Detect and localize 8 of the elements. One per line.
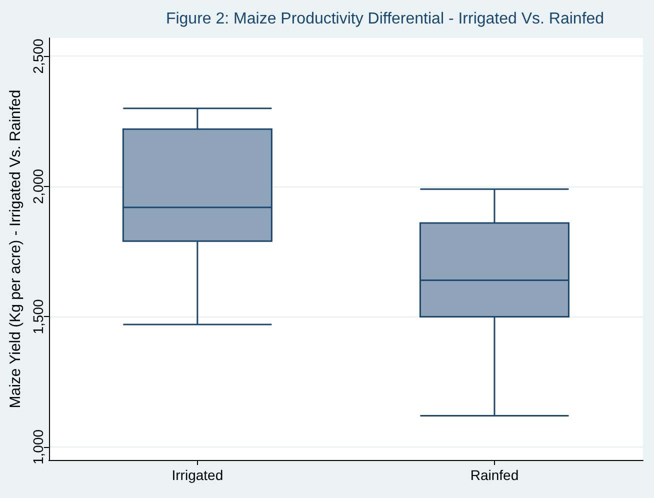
chart-title: Figure 2: Maize Productivity Differential - Irrigated Vs. Rainfed xyxy=(166,10,604,28)
x-tick-label: Rainfed xyxy=(470,467,519,483)
y-tick-label: 2,000 xyxy=(30,168,46,204)
y-axis-title: Maize Yield (Kg per acre) - Irrigated Vs. Rainfed xyxy=(7,90,24,408)
y-tick-label: 1,000 xyxy=(30,429,46,464)
x-tick-label: Irrigated xyxy=(172,467,224,483)
y-tick-label: 1,500 xyxy=(30,299,46,334)
y-tick-label: 2,500 xyxy=(30,38,46,74)
